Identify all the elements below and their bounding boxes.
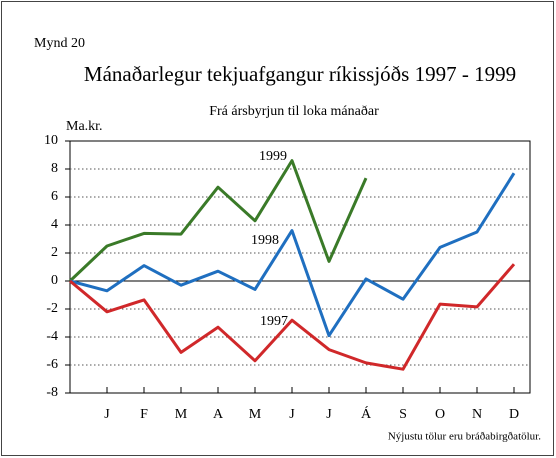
x-tick-label: J (104, 407, 110, 422)
x-tick-label: J (289, 407, 295, 422)
y-tick-label: -6 (46, 357, 58, 372)
x-tick-label: O (435, 407, 445, 422)
x-tick-label: M (175, 407, 188, 422)
chart-title: Mánaðarlegur tekjuafgangur ríkissjóðs 19… (84, 62, 516, 86)
y-tick-label: 2 (51, 245, 58, 260)
x-tick-label: Á (361, 405, 372, 422)
figure-label: Mynd 20 (34, 36, 85, 51)
y-tick-label: 4 (51, 217, 58, 232)
x-tick-label: A (213, 407, 224, 422)
plot-area (69, 140, 531, 394)
series-line (68, 159, 368, 283)
y-tick-label: 0 (51, 273, 58, 288)
chart-subtitle: Frá ársbyrjun til loka mánaðar (209, 104, 379, 119)
series-label: 1997 (260, 314, 288, 329)
x-tick-label: N (472, 407, 482, 422)
y-tick-label: -8 (46, 385, 58, 400)
y-axis-label: Ma.kr. (66, 119, 103, 134)
series-label: 1998 (251, 233, 279, 248)
x-tick-label: M (249, 407, 262, 422)
y-tick-label: 8 (51, 161, 58, 176)
x-tick-label: J (326, 407, 332, 422)
series-line (69, 172, 516, 338)
x-tick-label: F (140, 407, 148, 422)
y-tick-label: -4 (46, 329, 58, 344)
series-label: 1999 (259, 149, 287, 164)
x-tick-label: D (509, 407, 519, 422)
y-tick-label: 6 (51, 189, 58, 204)
y-tick-label: -2 (46, 301, 58, 316)
y-tick-label: 10 (44, 133, 58, 148)
footnote: Nýjustu tölur eru bráðabirgðatölur. (388, 431, 541, 443)
series-line (69, 263, 516, 371)
x-tick-label: S (399, 407, 407, 422)
